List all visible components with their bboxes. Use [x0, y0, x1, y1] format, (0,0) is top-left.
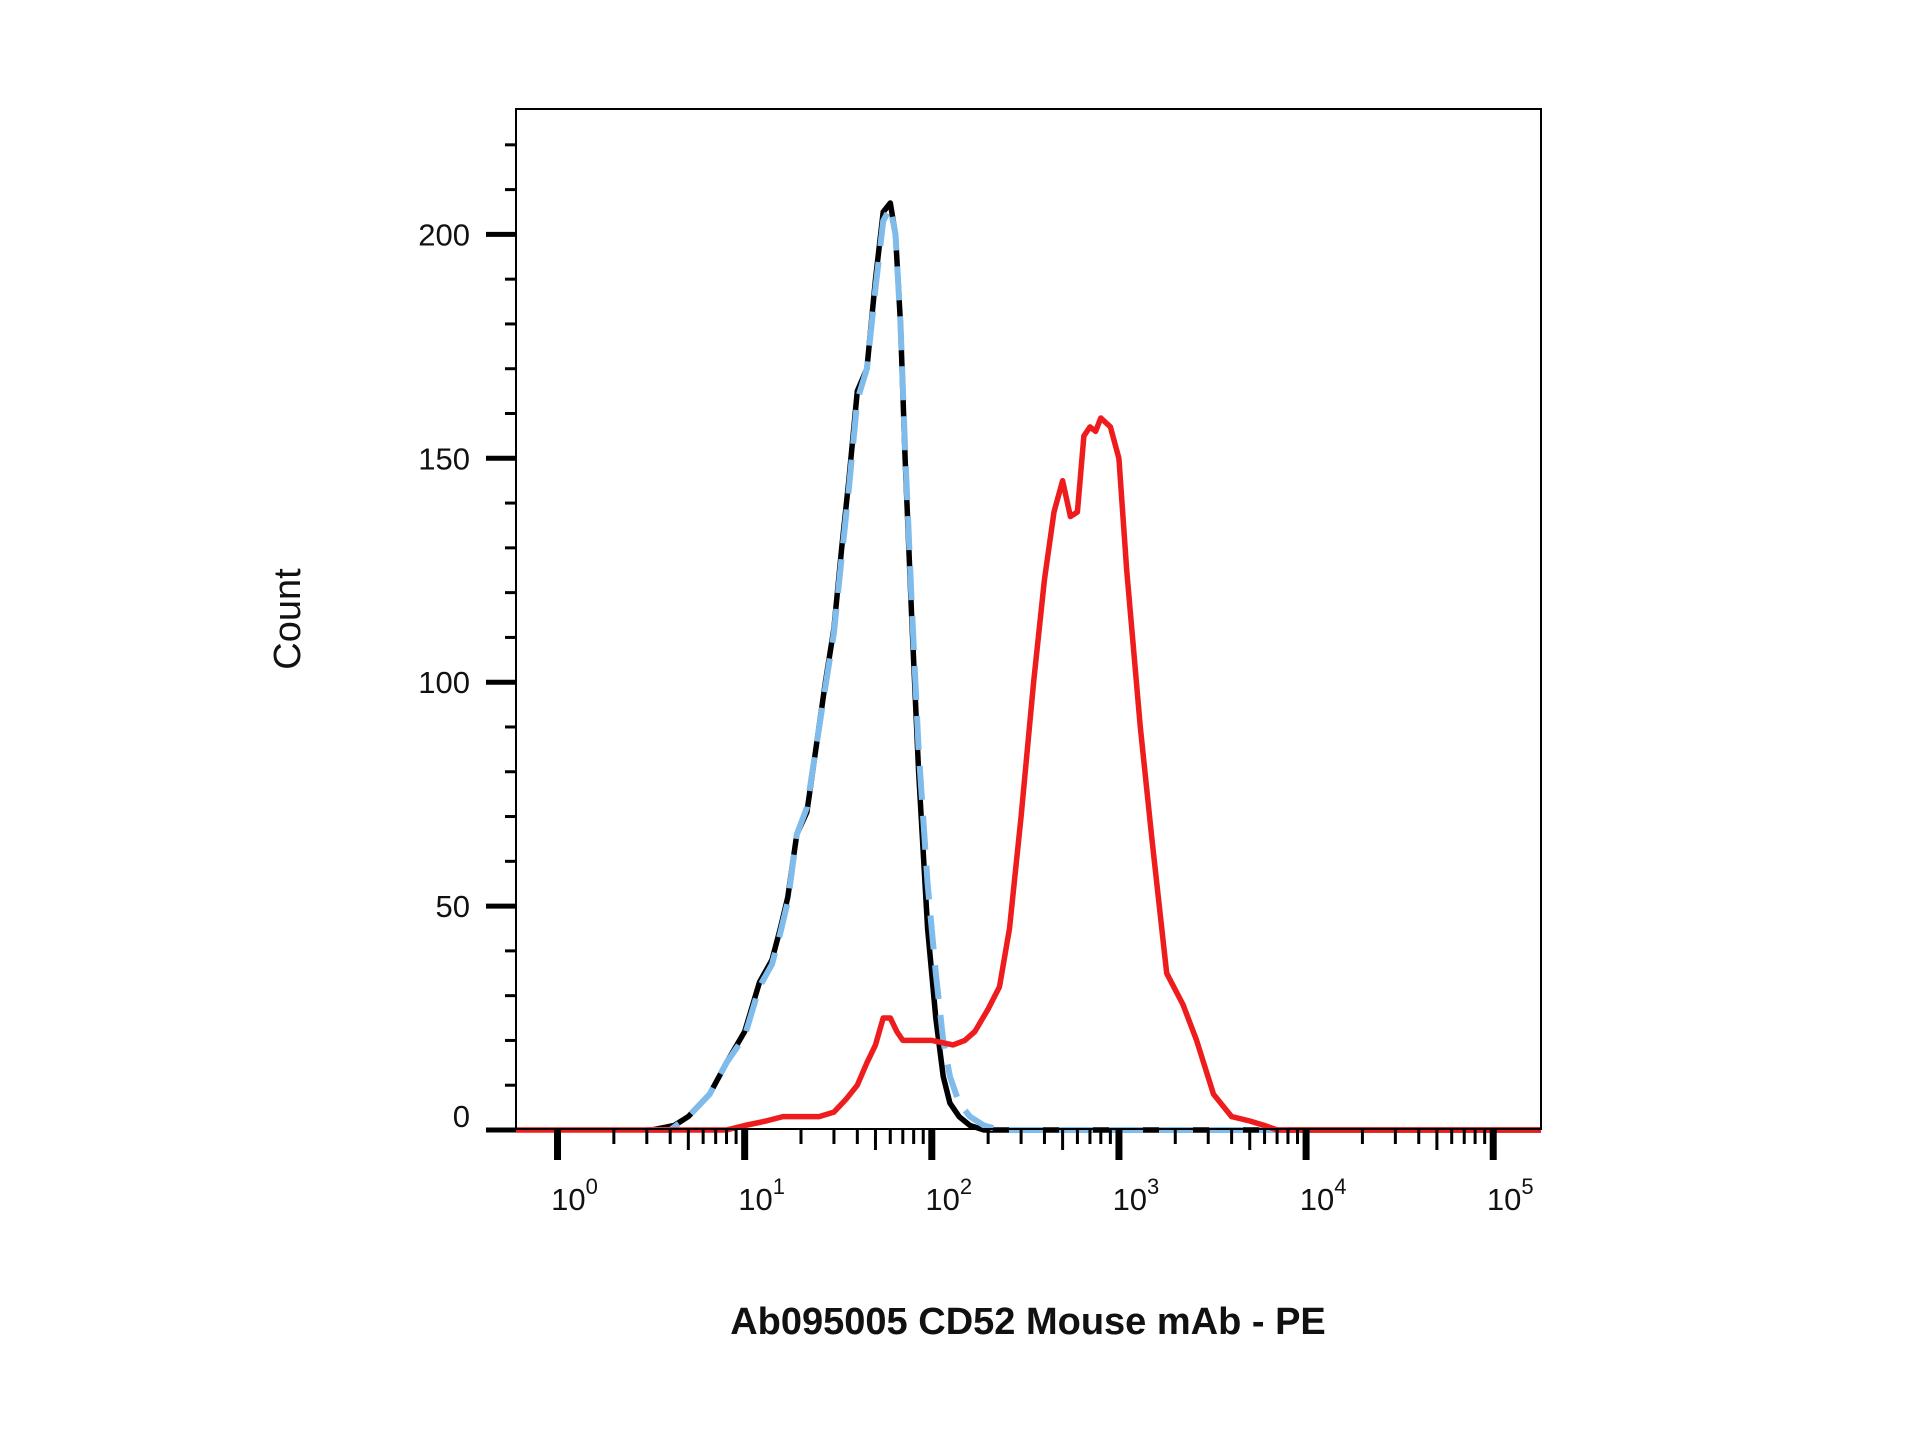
x-tick-label: 103 [1113, 1174, 1160, 1217]
x-tick-base: 10 [1113, 1182, 1147, 1217]
x-tick-exponent: 5 [1521, 1174, 1533, 1199]
series-line-3 [516, 415, 1541, 1133]
x-axis-title: Ab095005 CD52 Mouse mAb - PE [730, 1301, 1326, 1343]
y-tick-label: 200 [418, 217, 470, 252]
x-axis: 100 101 102 103 104 105 [551, 1129, 1534, 1217]
y-tick-label: 100 [418, 665, 470, 700]
x-tick-base: 10 [1487, 1182, 1521, 1217]
plot-frame [515, 108, 1542, 1130]
x-tick-exponent: 4 [1334, 1174, 1346, 1199]
x-tick-label: 102 [925, 1174, 972, 1217]
x-tick-exponent: 3 [1147, 1174, 1159, 1199]
x-tick-label: 101 [738, 1174, 785, 1217]
series-line-2 [646, 204, 1288, 1133]
x-tick-exponent: 2 [960, 1174, 972, 1199]
series-layer [516, 200, 1541, 1133]
x-tick-exponent: 1 [773, 1174, 785, 1199]
x-tick-base: 10 [551, 1182, 585, 1217]
x-tick-label: 104 [1300, 1174, 1347, 1217]
y-tick-label: 50 [436, 889, 470, 924]
x-tick-exponent: 0 [586, 1174, 598, 1199]
x-tick-base: 10 [738, 1182, 772, 1217]
x-tick-label: 105 [1487, 1174, 1534, 1217]
x-tick-base: 10 [925, 1182, 959, 1217]
y-axis-title: Count [267, 568, 309, 670]
y-axis: 0 50 100 150 200 [418, 143, 516, 1134]
y-tick-label: 150 [418, 441, 470, 476]
y-tick-label: 0 [453, 1099, 470, 1134]
x-tick-base: 10 [1300, 1182, 1334, 1217]
x-tick-label: 100 [551, 1174, 598, 1217]
